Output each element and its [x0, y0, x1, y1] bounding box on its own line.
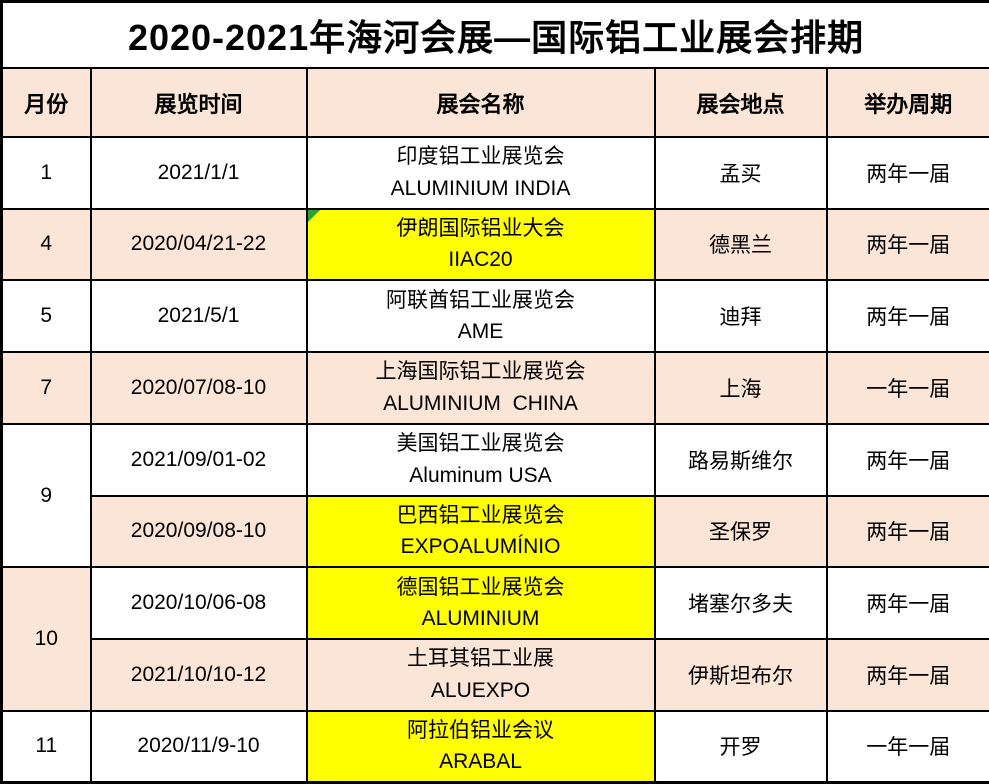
- cell-month: 11: [0, 709, 92, 784]
- col-header-location: 展会地点: [653, 67, 828, 138]
- exhibition-name-cn: 德国铝工业展览会: [396, 575, 565, 599]
- table-row: 5 2021/5/1 阿联酋铝工业展览会 AME 迪拜 两年一届: [0, 279, 989, 354]
- cell-month: 1: [0, 135, 92, 210]
- cell-cycle: 两年一届: [825, 494, 989, 569]
- cell-location: 上海: [653, 351, 828, 425]
- cell-month: 4: [0, 207, 92, 282]
- cell-time: 2021/10/10-12: [89, 638, 308, 712]
- cell-location: 迪拜: [653, 279, 828, 354]
- exhibition-name-cn: 美国铝工业展览会: [396, 432, 565, 456]
- cell-name: 土耳其铝工业展 ALUEXPO: [305, 638, 656, 712]
- cell-time: 2020/04/21-22: [89, 207, 308, 282]
- exhibition-name-cn: 上海国际铝工业展览会: [375, 360, 586, 384]
- cell-time: 2020/10/06-08: [89, 566, 308, 641]
- cell-cycle: 两年一届: [825, 638, 989, 712]
- exhibition-name-cn: 阿联酋铝工业展览会: [386, 288, 575, 312]
- exhibition-name-en: ALUEXPO: [430, 678, 531, 702]
- table-row: 7 2020/07/08-10 上海国际铝工业展览会 ALUMINIUM CHI…: [0, 351, 989, 425]
- col-header-time: 展览时间: [89, 67, 308, 138]
- page-title: 2020-2021年海河会展—国际铝工业展会排期: [0, 0, 989, 70]
- cell-month: 7: [0, 351, 92, 425]
- exhibition-name-cn: 伊朗国际铝业大会: [396, 216, 565, 240]
- cell-location: 开罗: [653, 709, 828, 784]
- table-header-row: 月份 展览时间 展会名称 展会地点 举办周期: [0, 67, 989, 138]
- exhibition-name-cn: 土耳其铝工业展: [407, 647, 554, 671]
- table-row: 10 2020/10/06-08 德国铝工业展览会 ALUMINIUM 堵塞尔多…: [0, 566, 989, 712]
- cell-time: 2020/09/08-10: [89, 494, 308, 569]
- col-header-name: 展会名称: [305, 67, 656, 138]
- cell-name: 阿联酋铝工业展览会 AME: [305, 279, 656, 354]
- cell-cycle: 两年一届: [825, 279, 989, 354]
- table-row: 1 2021/1/1 印度铝工业展览会 ALUMINIUM INDIA 孟买 两…: [0, 135, 989, 210]
- exhibition-name-en: EXPOALUMÍNIO: [400, 535, 561, 559]
- exhibition-name-en: ALUMINIUM CHINA: [383, 391, 578, 415]
- cell-time: 2020/07/08-10: [89, 351, 308, 425]
- cell-location: 圣保罗: [653, 494, 828, 569]
- cell-name: 巴西铝工业展览会 EXPOALUMÍNIO: [305, 494, 656, 569]
- cell-month: 5: [0, 279, 92, 354]
- cell-cycle: 一年一届: [825, 709, 989, 784]
- cell-cycle: 两年一届: [825, 207, 989, 282]
- cell-time: 2021/09/01-02: [89, 422, 308, 497]
- exhibition-name-cn: 印度铝工业展览会: [396, 145, 565, 169]
- exhibition-name-en: ALUMINIUM INDIA: [390, 176, 571, 200]
- cell-location: 路易斯维尔: [653, 422, 828, 497]
- exhibition-name-en: Aluminum USA: [409, 463, 552, 487]
- table-row: 9 2021/09/01-02 美国铝工业展览会 Aluminum USA 路易…: [0, 422, 989, 569]
- table-row: 11 2020/11/9-10 阿拉伯铝业会议 ARABAL 开罗 一年一届: [0, 709, 989, 784]
- cell-cycle: 两年一届: [825, 422, 989, 497]
- cell-time: 2021/1/1: [89, 135, 308, 210]
- cell-location: 孟买: [653, 135, 828, 210]
- cell-name: 阿拉伯铝业会议 ARABAL: [305, 709, 656, 784]
- cell-name: 印度铝工业展览会 ALUMINIUM INDIA: [305, 135, 656, 210]
- exhibition-name-en: AME: [457, 320, 504, 344]
- cell-cycle: 两年一届: [825, 566, 989, 641]
- cell-month: 10: [0, 566, 92, 712]
- cell-name: 伊朗国际铝业大会 IIAC20: [305, 207, 656, 282]
- table-row: 4 2020/04/21-22 伊朗国际铝业大会 IIAC20 德黑兰 两年一届: [0, 207, 989, 282]
- title-row: 2020-2021年海河会展—国际铝工业展会排期: [0, 0, 989, 70]
- cell-month: 9: [0, 422, 92, 569]
- green-corner-flag-icon: [308, 210, 320, 222]
- col-header-cycle: 举办周期: [825, 67, 989, 138]
- cell-location: 堵塞尔多夫: [653, 566, 828, 641]
- cell-cycle: 两年一届: [825, 135, 989, 210]
- table-row: 2021/10/10-12 土耳其铝工业展 ALUEXPO 伊斯坦布尔 两年一届: [2, 638, 989, 712]
- cell-cycle: 一年一届: [825, 351, 989, 425]
- exhibition-name-cn: 巴西铝工业展览会: [396, 503, 565, 527]
- exhibition-name-cn: 阿拉伯铝业会议: [407, 718, 554, 742]
- exhibition-name-en: ALUMINIUM: [421, 607, 540, 631]
- cell-name: 德国铝工业展览会 ALUMINIUM: [305, 566, 656, 641]
- cell-time: 2020/11/9-10: [89, 709, 308, 784]
- col-header-month: 月份: [0, 67, 92, 138]
- cell-time: 2021/5/1: [89, 279, 308, 354]
- cell-name: 上海国际铝工业展览会 ALUMINIUM CHINA: [305, 351, 656, 425]
- cell-name: 美国铝工业展览会 Aluminum USA: [305, 422, 656, 497]
- exhibition-name-en: ARABAL: [439, 750, 522, 774]
- cell-location: 德黑兰: [653, 207, 828, 282]
- exhibition-name-en: IIAC20: [448, 248, 513, 272]
- table-row: 2020/09/08-10 巴西铝工业展览会 EXPOALUMÍNIO 圣保罗 …: [2, 494, 989, 569]
- cell-location: 伊斯坦布尔: [653, 638, 828, 712]
